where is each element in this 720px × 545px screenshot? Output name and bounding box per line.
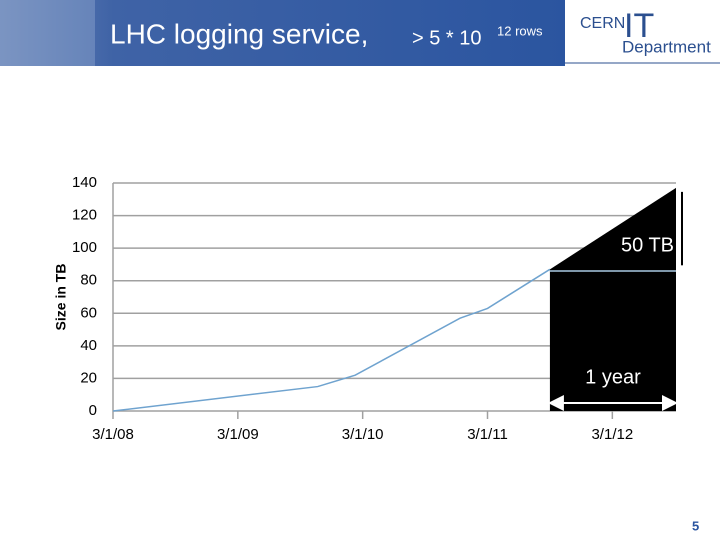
logo-cern: CERN: [580, 15, 625, 32]
page-number: 5: [692, 518, 699, 533]
y-tick-label: 60: [80, 304, 97, 321]
x-tick-label: 3/1/11: [467, 426, 508, 443]
title: LHC logging service,: [110, 18, 368, 49]
logo-it: IT: [624, 7, 654, 45]
annotation: 1 year: [585, 366, 641, 388]
x-tick-label: 3/1/08: [92, 426, 134, 443]
y-tick-label: 140: [72, 174, 97, 191]
y-tick-label: 100: [72, 239, 97, 256]
header-photo: [0, 0, 95, 66]
y-axis-label: Size in TB: [53, 264, 69, 331]
annotation: 50 TB: [621, 234, 674, 256]
data-line: [112, 268, 551, 412]
y-tick-label: 80: [80, 272, 97, 289]
title-suffix: > 5 * 10: [412, 27, 482, 49]
x-tick-label: 3/1/12: [591, 426, 633, 443]
logo-department: Department: [622, 37, 711, 56]
header-banner: [0, 0, 565, 66]
x-tick-label: 3/1/09: [217, 426, 259, 443]
x-tick-label: 3/1/10: [342, 426, 384, 443]
title-superscript: 12 rows: [497, 23, 543, 38]
y-tick-label: 40: [80, 337, 97, 354]
projection-area: [549, 187, 676, 411]
y-tick-label: 120: [72, 207, 97, 224]
y-tick-label: 0: [89, 402, 97, 419]
y-tick-label: 20: [80, 369, 97, 386]
